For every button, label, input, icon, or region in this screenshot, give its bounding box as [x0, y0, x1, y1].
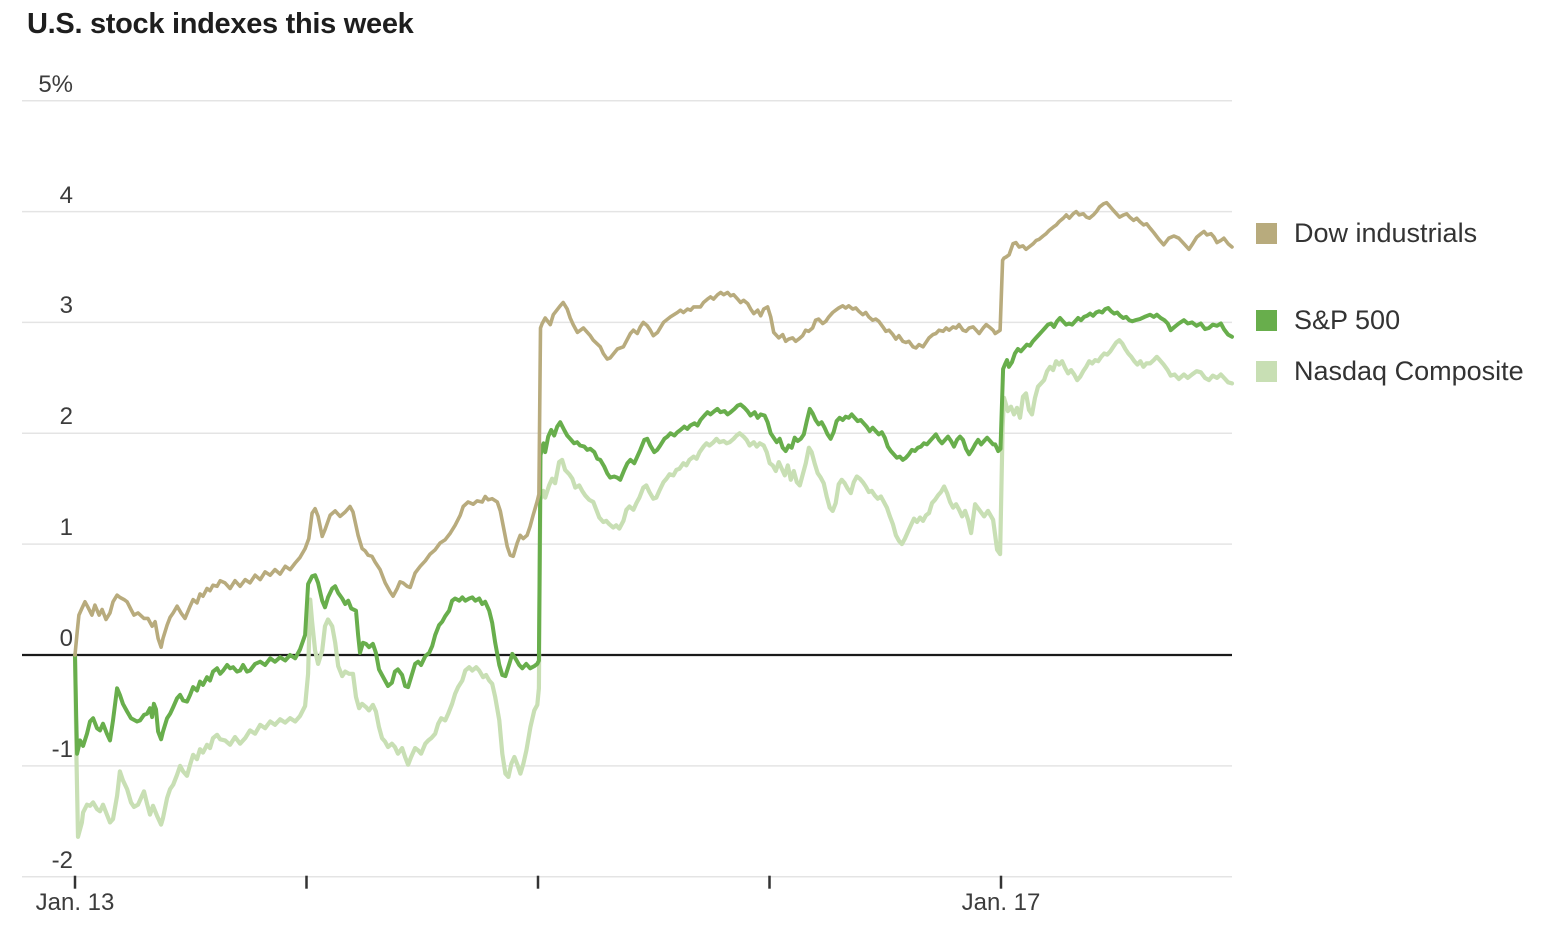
y-axis-label-1: 1 [59, 514, 73, 541]
legend-item-nasdaq: Nasdaq Composite [1256, 356, 1524, 387]
sp500-color-swatch-icon [1256, 310, 1277, 331]
y-axis-label-0: 0 [59, 625, 73, 652]
y-axis-label-2: 2 [59, 403, 73, 430]
nasdaq-color-swatch-icon [1256, 361, 1277, 382]
x-axis-label-4: Jan. 17 [961, 889, 1041, 916]
y-axis-label-3: 3 [59, 292, 73, 319]
series-line-dow [73, 200, 1234, 657]
legend-label-dow: Dow industrials [1294, 218, 1478, 248]
series-line-sp500 [73, 306, 1234, 756]
chart-title: U.S. stock indexes this week [27, 8, 414, 40]
y-axis-label--1: -1 [51, 736, 73, 763]
legend-item-sp500: S&P 500 [1256, 305, 1400, 336]
legend-item-dow: Dow industrials [1256, 218, 1477, 249]
legend-label-nasdaq: Nasdaq Composite [1294, 356, 1524, 386]
legend-label-sp500: S&P 500 [1294, 305, 1401, 335]
y-axis-label--2: -2 [51, 847, 73, 874]
y-axis-label-5: 5% [38, 71, 73, 98]
x-axis-label-0: Jan. 13 [35, 889, 115, 916]
series-line-nasdaq [72, 338, 1235, 839]
dow-color-swatch-icon [1256, 223, 1277, 244]
y-axis-label-4: 4 [59, 182, 73, 209]
